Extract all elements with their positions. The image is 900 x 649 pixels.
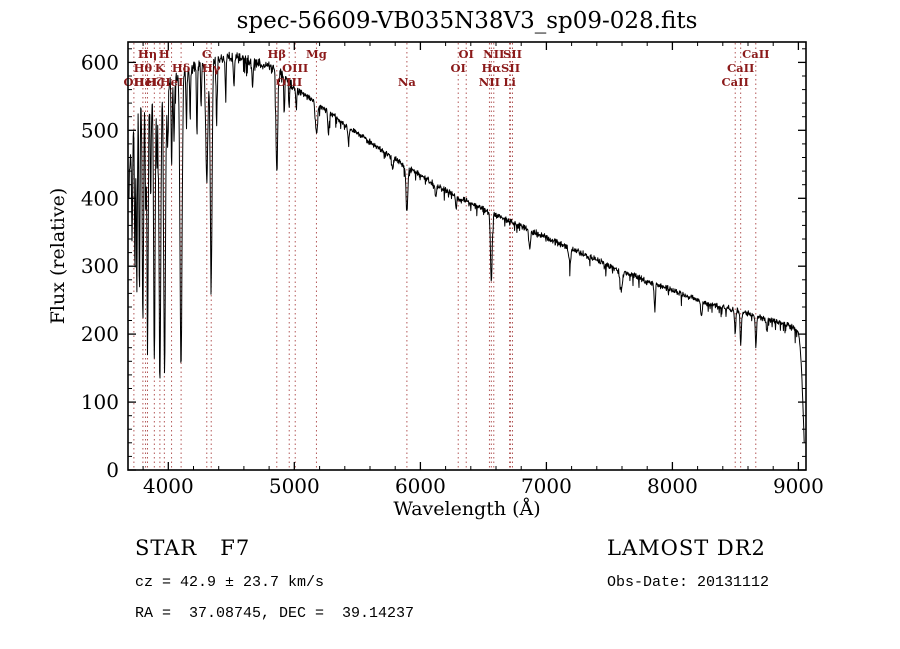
spectral-marker-label: OIII <box>282 61 308 75</box>
spectral-marker-label: HeI <box>134 75 158 89</box>
spectral-marker-label: G <box>202 47 212 61</box>
spectral-marker-label: Hβ <box>268 47 287 61</box>
y-tick-label: 600 <box>81 50 119 74</box>
x-tick-label: 5000 <box>269 474 320 498</box>
spectral-marker-label: Hδ <box>172 61 191 75</box>
y-tick-label: 0 <box>106 458 119 482</box>
spectral-marker-label: NII <box>483 47 504 61</box>
y-tick-label: 500 <box>81 118 119 142</box>
spectral-marker-label: Hζ <box>145 75 163 89</box>
spectral-marker-label: Na <box>398 75 417 89</box>
spectral-marker-labels: OIIHθHeIHηHζKHHeIHδGHγHβOIIIOIIIMgNaOIOI… <box>124 47 770 89</box>
spectral-marker-label: Li <box>503 75 516 89</box>
spectral-marker-label: SII <box>501 61 520 75</box>
cz-text: cz = 42.9 ± 23.7 km/s <box>135 574 325 591</box>
y-tick-label: 200 <box>81 322 119 346</box>
y-tick-label: 100 <box>81 390 119 414</box>
axes <box>127 41 807 471</box>
tick-labels: 4000 5000 6000 7000 8000 9000 0 100 200 300 400 500… <box>81 50 824 498</box>
spectrum-trace <box>128 51 805 443</box>
spectral-marker-label: Hη <box>138 47 157 61</box>
survey-text: LAMOST DR2 <box>607 536 766 560</box>
spectral-marker-label: OI <box>450 61 465 75</box>
chart-title: spec-56609-VB035N38V3_sp09-028.fits <box>236 8 698 34</box>
spectral-marker-label: HeI <box>160 75 184 89</box>
ra-dec-text: RA = 37.08745, DEC = 39.14237 <box>135 605 415 622</box>
spectral-marker-label: Hθ <box>134 61 153 75</box>
spectral-marker-label: OIII <box>276 75 302 89</box>
x-tick-label: 7000 <box>521 474 572 498</box>
y-tick-label: 400 <box>81 186 119 210</box>
x-axis-label: Wavelength (Å) <box>393 498 541 520</box>
x-tick-label: 9000 <box>773 474 824 498</box>
x-tick-label: 4000 <box>143 474 194 498</box>
y-axis-label: Flux (relative) <box>47 187 69 325</box>
spectral-marker-label: Hα <box>481 61 501 75</box>
spectral-marker-label: Hγ <box>202 61 221 75</box>
obs-date-text: Obs-Date: 20131112 <box>607 574 770 591</box>
plot-box <box>127 41 807 471</box>
y-tick-label: 300 <box>81 254 119 278</box>
spectral-marker-label: H <box>159 47 170 61</box>
x-tick-label: 8000 <box>647 474 698 498</box>
spectral-marker-label: CaII <box>727 61 754 75</box>
spectral-marker-label: CaII <box>722 75 749 89</box>
spectral-marker-label: CaII <box>742 47 769 61</box>
spectral-marker-label: NII <box>479 75 500 89</box>
x-tick-label: 6000 <box>395 474 446 498</box>
spectral-marker-label: K <box>155 61 166 75</box>
spectral-marker-label: Mg <box>306 47 327 61</box>
spectral-markers <box>133 43 757 469</box>
spectral-marker-label: OI <box>458 47 473 61</box>
spectral-marker-label: SII <box>503 47 522 61</box>
object-type-text: STAR F7 <box>135 536 251 560</box>
